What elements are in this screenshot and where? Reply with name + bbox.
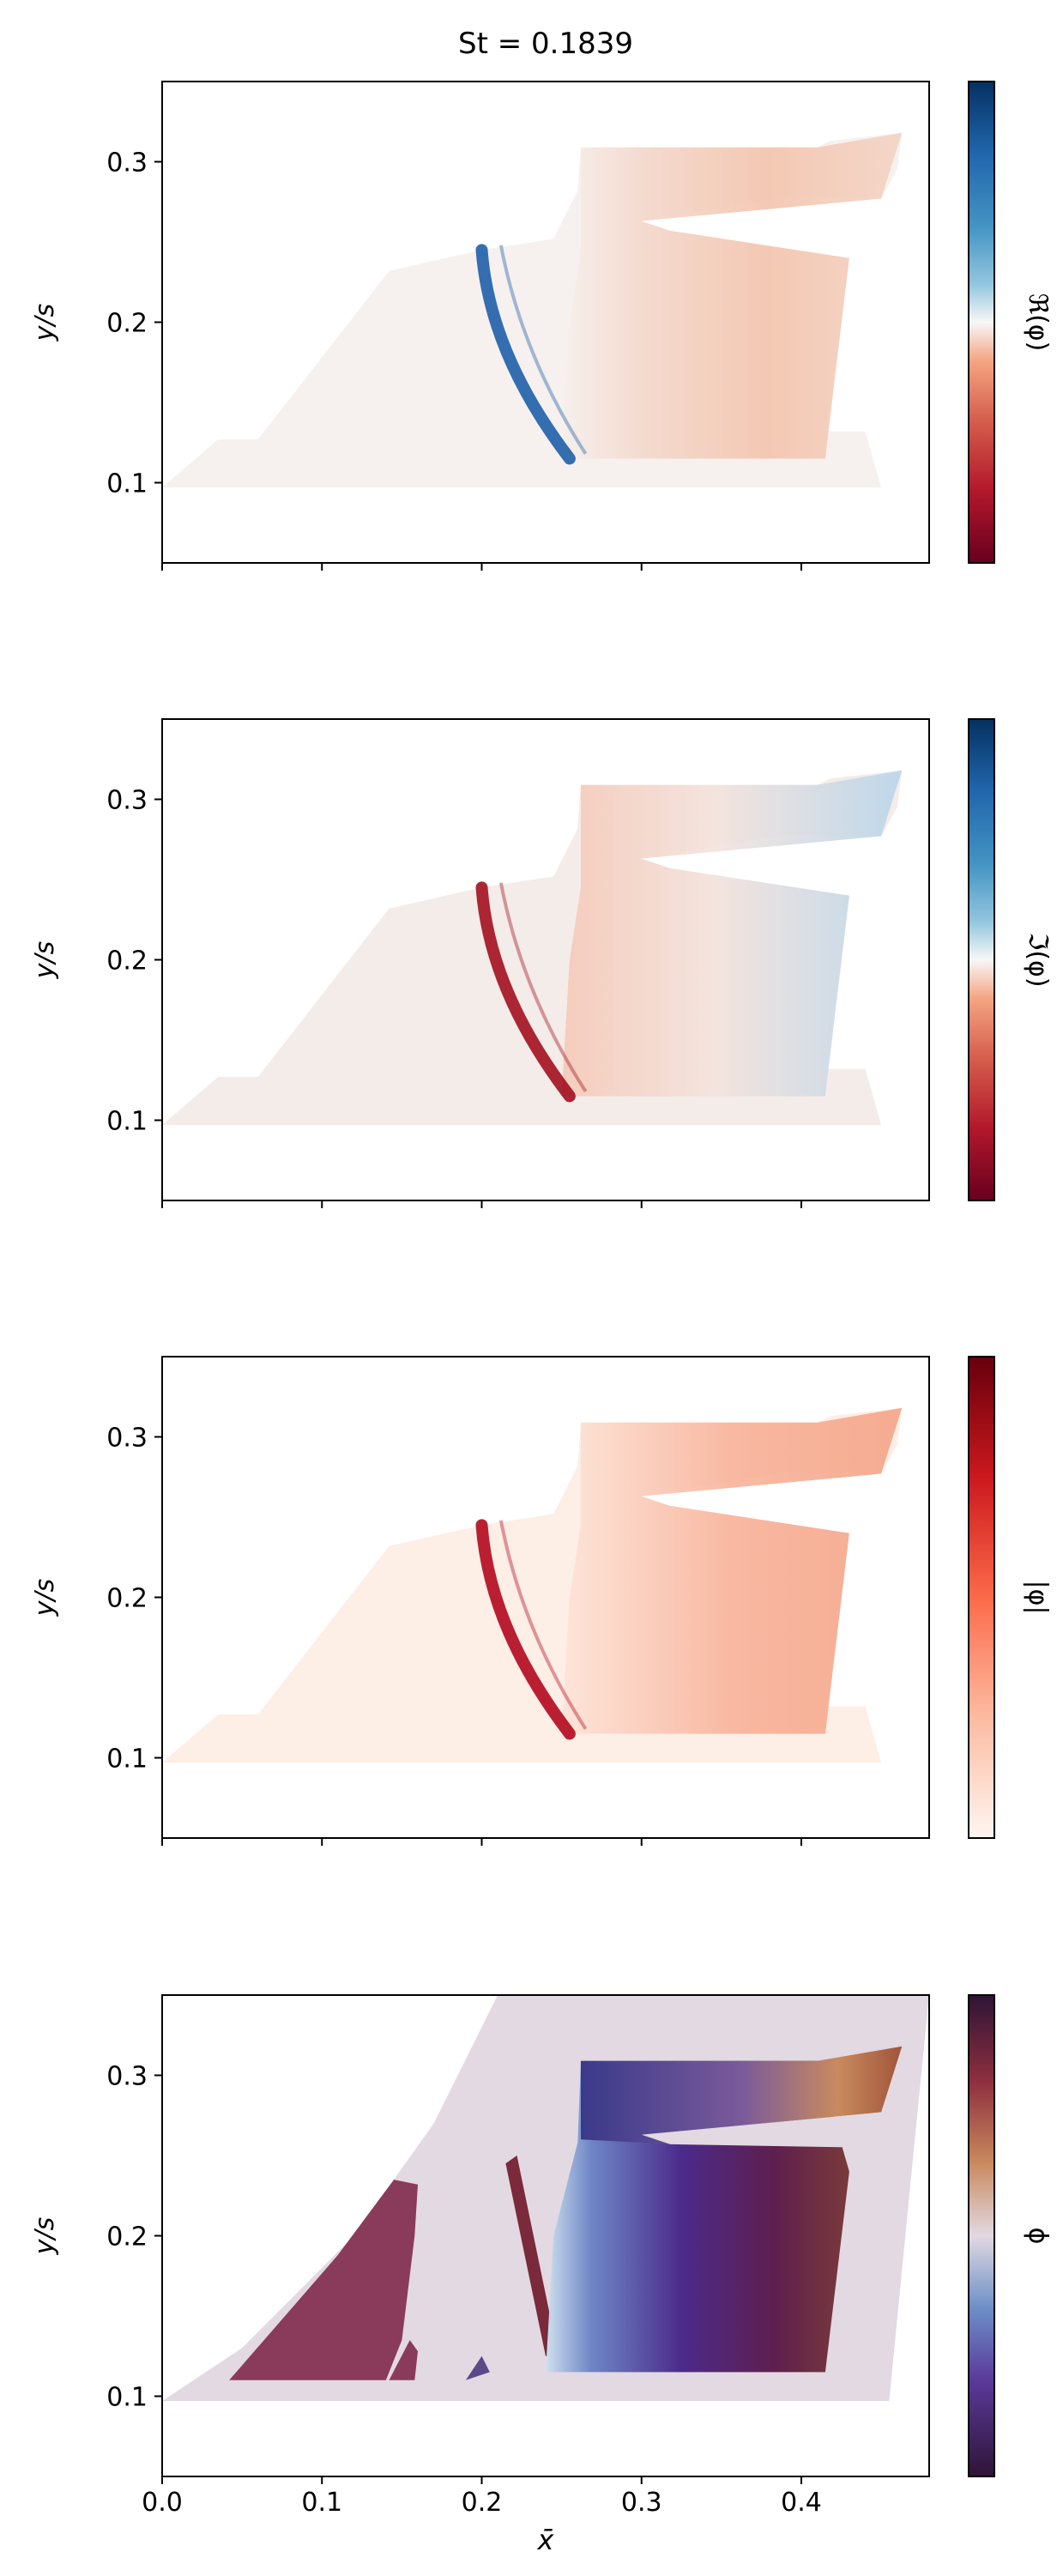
colorbar (968, 81, 995, 564)
y-tick-label: 0.1 (106, 2383, 148, 2413)
x-tick-label: 0.2 (462, 2488, 503, 2518)
y-tick-label: 0.3 (106, 786, 148, 816)
figure-title: St = 0.1839 (458, 27, 633, 61)
y-axis-label: y/s (30, 941, 60, 980)
shock-structure (475, 881, 576, 1103)
shock-structure (475, 244, 576, 465)
x-tick-label: 0.1 (301, 2488, 342, 2518)
x-tick-label: 0.3 (621, 2488, 662, 2518)
y-axis-label: y/s (30, 2217, 60, 2256)
secondary-shock (498, 882, 588, 1092)
heatmap-field (162, 1407, 903, 1763)
field-body (561, 1407, 903, 1734)
heatmap-field (162, 132, 903, 488)
y-tick-label: 0.2 (106, 2222, 148, 2252)
y-tick-label: 0.1 (106, 469, 148, 499)
shock-structure (475, 1519, 576, 1740)
colorbar (968, 1356, 995, 1839)
noise-fragment (465, 2355, 490, 2380)
phase-gap (641, 2112, 882, 2148)
y-axis: 0.1 0.2 0.3 (106, 786, 162, 1137)
y-axis-label: y/s (30, 304, 60, 342)
subplot-4: 0.0 0.1 0.2 0.3 0.4 0.1 0.2 0.3 y/s ϕ (30, 1994, 1053, 2518)
secondary-shock (498, 245, 588, 455)
colorbar-label: ℑ(φ) (1023, 932, 1053, 987)
subplot-3: 0.1 0.2 0.3 y/s |φ| (30, 1356, 1053, 1846)
y-tick-label: 0.2 (106, 1584, 148, 1614)
colorbar-label: |φ| (1023, 1580, 1053, 1614)
y-tick-label: 0.2 (106, 946, 148, 977)
x-axis: 0.0 0.1 0.2 0.3 0.4 (142, 2476, 822, 2518)
x-axis (161, 1838, 802, 1846)
y-axis: 0.1 0.2 0.3 (106, 1424, 162, 1775)
x-axis (161, 1200, 802, 1208)
phase-top-arm (581, 2046, 903, 2144)
heatmap-field (162, 1995, 929, 2402)
subplot-1: 0.1 0.2 0.3 y/s ℜ(φ) (30, 81, 1053, 571)
noise-fragment (389, 2340, 418, 2380)
field-body (561, 132, 903, 459)
y-axis: 0.1 0.2 0.3 (106, 2062, 162, 2413)
phase-streak (505, 2156, 559, 2356)
colorbar-label: ϕ (1023, 2228, 1053, 2245)
y-tick-label: 0.3 (106, 148, 148, 178)
domain-gap (641, 836, 882, 872)
y-tick-label: 0.2 (106, 309, 148, 339)
colorbar (968, 718, 995, 1201)
x-axis-label: x̄ (537, 2524, 555, 2556)
noise-region (229, 2180, 418, 2380)
colorbar (968, 1994, 995, 2477)
y-axis-label: y/s (30, 1579, 60, 1618)
x-tick-label: 0.4 (781, 2488, 822, 2518)
heatmap-field (162, 770, 903, 1126)
subplot-2: 0.1 0.2 0.3 y/s ℑ(φ) (30, 718, 1053, 1208)
x-axis (161, 563, 802, 571)
y-axis: 0.1 0.2 0.3 (106, 148, 162, 499)
domain-gap (641, 1473, 882, 1509)
y-tick-label: 0.3 (106, 2062, 148, 2092)
y-tick-label: 0.1 (106, 1745, 148, 1775)
y-tick-label: 0.1 (106, 1107, 148, 1137)
domain-gap (641, 198, 882, 234)
y-tick-label: 0.3 (106, 1424, 148, 1454)
x-tick-label: 0.0 (142, 2488, 183, 2518)
colorbar-label: ℜ(φ) (1023, 293, 1053, 352)
field-body (561, 770, 903, 1097)
secondary-shock (498, 1520, 588, 1730)
